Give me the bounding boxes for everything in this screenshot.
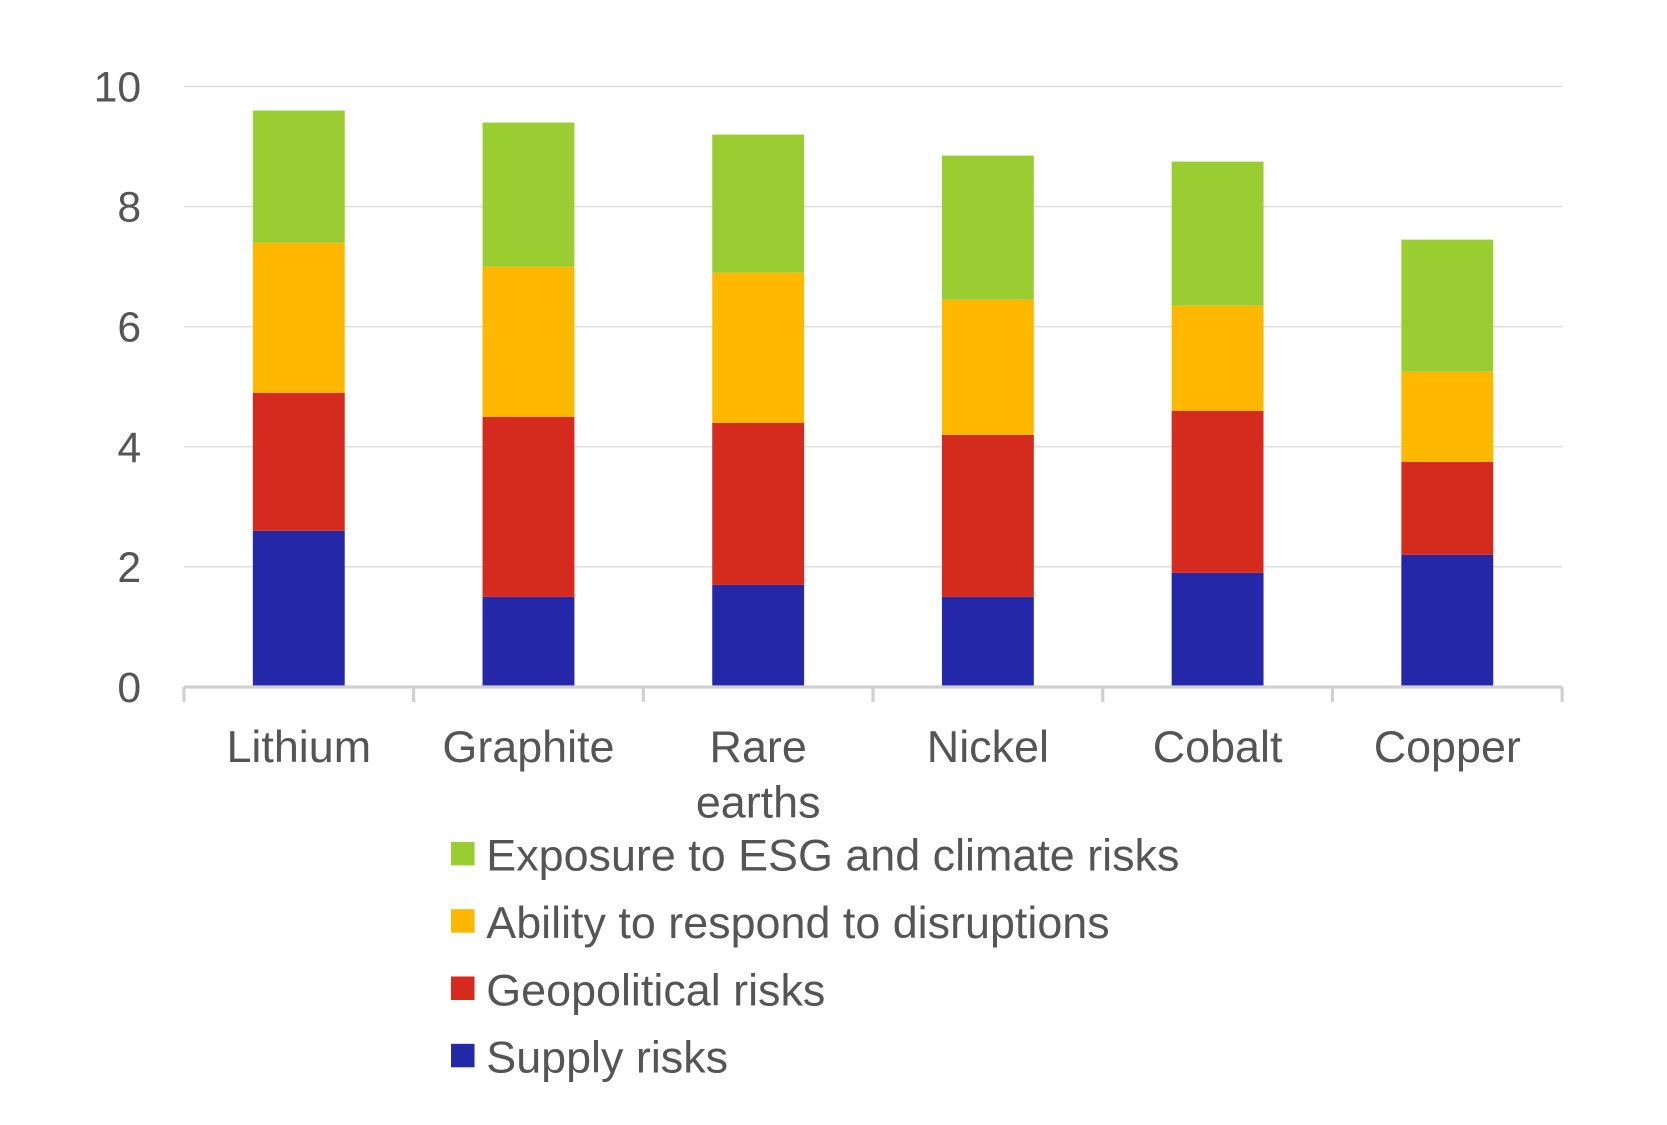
legend-label: Geopolitical risks — [486, 964, 825, 1015]
y-tick-label: 6 — [117, 304, 141, 352]
x-tick-label: Lithium — [226, 721, 371, 772]
bar-segment — [252, 242, 345, 393]
bar-segment — [1401, 461, 1494, 555]
legend: Exposure to ESG and climate risks Ability… — [451, 830, 1179, 1083]
bar-segment — [941, 299, 1034, 435]
x-tick-label: Rare — [710, 721, 807, 772]
bar-segment — [1401, 554, 1494, 687]
bars — [252, 110, 1494, 687]
legend-swatch — [451, 976, 475, 1000]
bar-segment — [712, 584, 805, 687]
y-tick-label: 10 — [94, 63, 142, 111]
bar-segment — [482, 416, 575, 597]
bar-segment — [1401, 371, 1494, 462]
legend-swatch — [451, 1043, 475, 1068]
legend-label: Supply risks — [486, 1032, 728, 1083]
bar-segment — [482, 122, 575, 267]
bar-segment — [482, 596, 575, 687]
bar-segment — [482, 266, 575, 417]
bar-segment — [1171, 572, 1264, 687]
bar-segment — [252, 530, 345, 687]
x-tick-label: Cobalt — [1153, 721, 1283, 772]
legend-label: Ability to respond to disruptions — [486, 897, 1109, 948]
y-tick-label: 8 — [117, 184, 141, 232]
bar-segment — [712, 272, 805, 423]
y-axis-ticks: 0 2 4 6 8 10 — [94, 63, 142, 711]
y-tick-label: 4 — [117, 424, 141, 472]
bar-segment — [1171, 305, 1264, 411]
bar-segment — [252, 392, 345, 531]
y-tick-label: 0 — [117, 664, 141, 712]
x-tick-label: earths — [696, 776, 821, 827]
legend-swatch — [451, 909, 475, 933]
y-tick-label: 2 — [117, 544, 141, 592]
x-tick-label: Graphite — [442, 721, 614, 772]
bar-segment — [941, 155, 1034, 300]
gridlines — [183, 85, 1563, 568]
bar-segment — [941, 434, 1034, 597]
bar-segment — [1171, 410, 1264, 573]
bar-segment — [712, 422, 805, 585]
bar-segment — [941, 596, 1034, 687]
legend-label: Exposure to ESG and climate risks — [486, 830, 1179, 881]
bar-segment — [1401, 239, 1494, 372]
bar-segment — [712, 134, 805, 273]
legend-swatch — [451, 841, 475, 866]
bar-segment — [252, 110, 345, 243]
x-tick-label: Copper — [1374, 721, 1521, 772]
x-axis — [182, 685, 1564, 702]
bar-segment — [1171, 161, 1264, 306]
x-tick-label: Nickel — [927, 721, 1049, 772]
